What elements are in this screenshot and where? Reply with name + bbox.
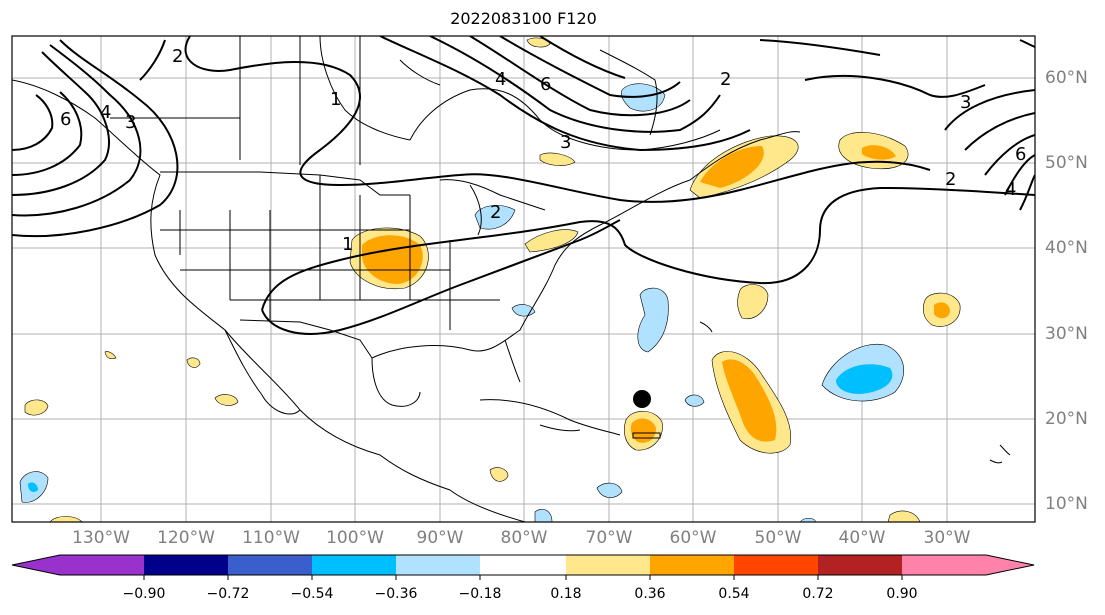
storm-position-marker: [633, 390, 651, 408]
lon-label: 40°W: [838, 528, 886, 548]
colorbar-segment: [818, 555, 902, 575]
contour-label: 6: [1015, 144, 1026, 165]
anomaly-blob: [620, 83, 666, 112]
anomaly-blob: [28, 482, 38, 492]
contour-label: 4: [1005, 179, 1016, 200]
anomaly-blob: [934, 302, 950, 319]
colorbar-extend-min: [12, 555, 60, 575]
lon-label: 50°W: [754, 528, 802, 548]
lat-label: 50°N: [1045, 153, 1088, 173]
anomaly-shading: [19, 37, 961, 522]
lat-label: 30°N: [1045, 324, 1088, 344]
colorbar: [11, 554, 1035, 580]
colorbar-segment: [60, 555, 144, 575]
map-area: 2 3 4 6 2 1 2 3 4 6 2 3 4 6 1: [12, 36, 1035, 522]
anomaly-blob: [534, 509, 553, 522]
map-title: 2022083100 F120: [450, 9, 597, 28]
lon-label: 70°W: [585, 528, 633, 548]
contour-label: 6: [60, 109, 71, 130]
contour-label: 2: [945, 169, 956, 190]
colorbar-segment: [144, 555, 228, 575]
anomaly-blob: [104, 351, 117, 360]
colorbar-tick-label: 0.36: [634, 586, 666, 602]
anomaly-blob: [489, 467, 509, 482]
anomaly-blob: [684, 394, 705, 407]
lat-label: 60°N: [1045, 68, 1088, 88]
lat-label: 20°N: [1045, 409, 1088, 429]
colorbar-tick-label: −0.72: [206, 586, 250, 602]
anomaly-blob: [474, 205, 516, 230]
colorbar-tick-label: −0.18: [458, 586, 502, 602]
anomaly-blob: [887, 510, 921, 522]
contour-label: 4: [100, 102, 111, 123]
anomaly-blob: [862, 145, 896, 160]
contour-label: 3: [560, 132, 571, 153]
contour-label: 3: [125, 112, 136, 133]
lon-label: 110°W: [242, 528, 300, 548]
anomaly-blob: [539, 152, 576, 166]
anomaly-blob: [722, 359, 777, 442]
colorbar-tick-label: 0.54: [718, 586, 750, 602]
contour-label: 2: [720, 69, 731, 90]
colorbar-tick-label: −0.36: [374, 586, 418, 602]
contour-label: 1: [342, 234, 353, 255]
colorbar-segment: [902, 555, 986, 575]
anomaly-blob: [24, 399, 49, 416]
colorbar-segment: [734, 555, 818, 575]
colorbar-tick-label: 0.72: [802, 586, 834, 602]
anomaly-blob: [836, 364, 893, 394]
lon-label: 130°W: [72, 528, 130, 548]
anomaly-blob: [524, 229, 579, 253]
contour-label: 1: [330, 89, 341, 110]
lat-label: 40°N: [1045, 238, 1088, 258]
contour-labels: 2 3 4 6 2 1 2 3 4 6 2 3 4 6 1: [60, 46, 1026, 255]
colorbar-tick-label: −0.90: [122, 586, 166, 602]
anomaly-blob: [737, 284, 769, 320]
lon-label: 30°W: [923, 528, 971, 548]
contour-label: 2: [172, 46, 183, 67]
contour-label: 2: [490, 202, 501, 223]
colorbar-segment: [566, 555, 650, 575]
anomaly-blob: [596, 482, 623, 498]
contours: [12, 36, 1035, 335]
anomaly-blob: [637, 287, 669, 353]
lon-label: 100°W: [326, 528, 384, 548]
colorbar-segment: [396, 555, 480, 575]
lon-label: 80°W: [500, 528, 548, 548]
colorbar-segment: [650, 555, 734, 575]
colorbar-segment: [312, 555, 396, 575]
colorbar-tick-label: 0.18: [550, 586, 582, 602]
lon-label: 60°W: [669, 528, 717, 548]
anomaly-blob: [214, 394, 239, 406]
anomaly-blob: [526, 37, 551, 48]
lon-label: 120°W: [157, 528, 215, 548]
colorbar-tick-label: −0.54: [290, 586, 334, 602]
contour-label: 6: [540, 74, 551, 95]
contour-label: 4: [495, 69, 506, 90]
map-frame: [11, 35, 1036, 523]
lat-label: 10°N: [1045, 494, 1088, 514]
anomaly-blob: [186, 357, 201, 368]
colorbar-segment: [228, 555, 312, 575]
colorbar-extend-max: [986, 555, 1034, 575]
colorbar-tick-label: 0.90: [886, 586, 918, 602]
anomaly-blob: [700, 146, 764, 188]
coastlines: [12, 36, 1011, 522]
contour-label: 3: [960, 92, 971, 113]
colorbar-segment: [480, 555, 566, 575]
lon-label: 90°W: [416, 528, 464, 548]
anomaly-blob: [630, 418, 656, 443]
